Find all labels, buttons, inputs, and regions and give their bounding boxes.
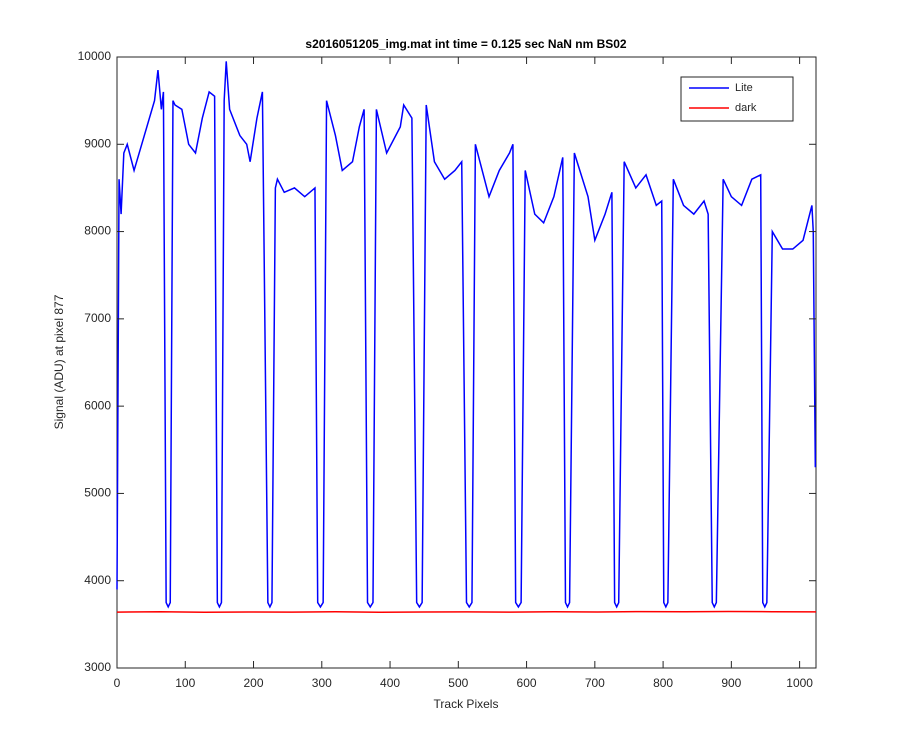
x-tick-label: 800 [653, 676, 673, 690]
x-axis-label: Track Pixels [434, 697, 499, 711]
x-tick-label: 0 [114, 676, 121, 690]
legend-label: Lite [735, 82, 753, 94]
x-tick-label: 700 [585, 676, 605, 690]
y-tick-label: 3000 [84, 660, 111, 674]
y-tick-label: 7000 [84, 311, 111, 325]
chart-title: s2016051205_img.mat int time = 0.125 sec… [305, 37, 627, 51]
x-tick-label: 600 [517, 676, 537, 690]
y-tick-label: 4000 [84, 573, 111, 587]
marks [116, 61, 817, 614]
x-tick-label: 100 [175, 676, 195, 690]
x-tick-label: 1000 [786, 676, 813, 690]
y-tick-label: 10000 [78, 49, 112, 63]
legend-box [680, 76, 794, 122]
line-series [116, 610, 817, 614]
line-series [116, 61, 817, 609]
x-tick-label: 900 [721, 676, 741, 690]
y-tick-label: 9000 [84, 136, 111, 150]
x-tick-label: 300 [312, 676, 332, 690]
legend-label: dark [735, 102, 757, 114]
x-tick-label: 200 [244, 676, 264, 690]
x-tick-label: 500 [448, 676, 468, 690]
y-axis-label: Signal (ADU) at pixel 877 [52, 294, 66, 429]
y-tick-label: 5000 [84, 486, 111, 500]
x-tick-label: 400 [380, 676, 400, 690]
y-tick-label: 6000 [84, 398, 111, 412]
y-tick-label: 8000 [84, 224, 111, 238]
